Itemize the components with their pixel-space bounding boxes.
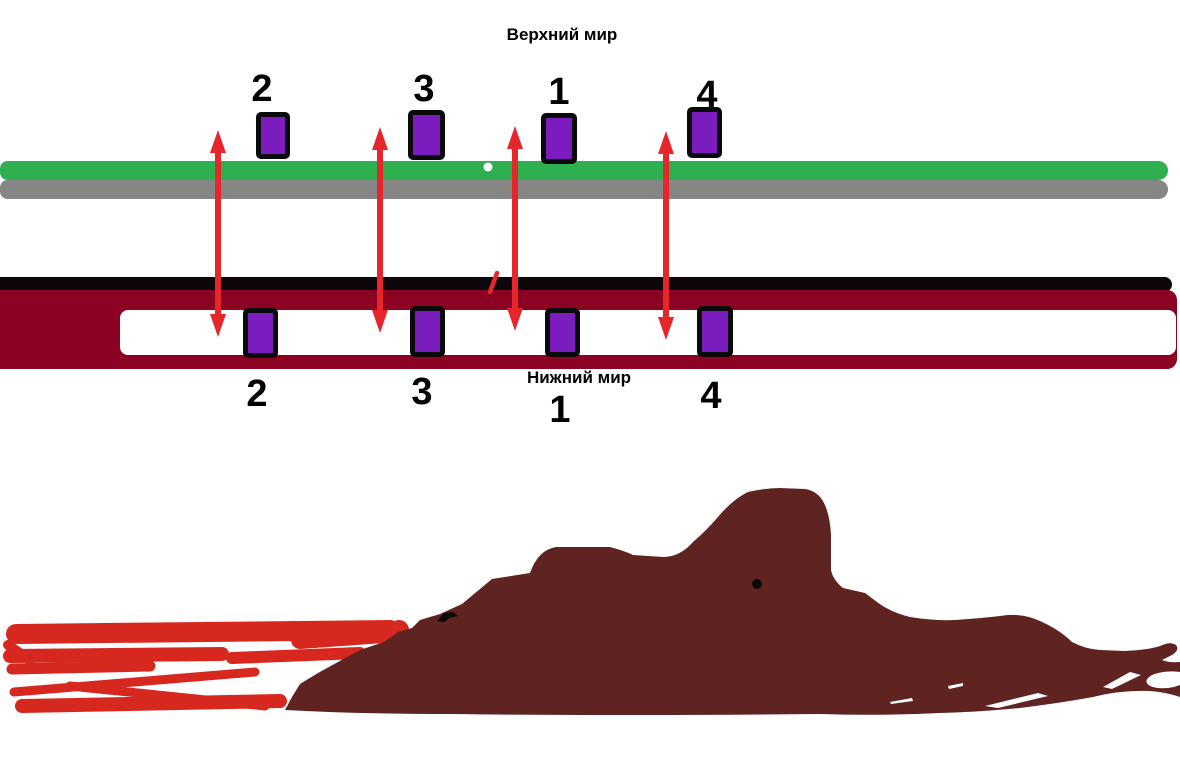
lower-portal-label-1: 1	[549, 389, 571, 431]
upper-portal-2	[256, 112, 290, 159]
lower-portal-label-2: 2	[246, 373, 268, 415]
terrain-blob	[285, 488, 1180, 715]
nether-white-platform	[120, 310, 1176, 355]
lower-portal-4	[697, 306, 733, 357]
black-smudge	[437, 612, 458, 622]
upper-portal-label-1: 1	[548, 71, 570, 113]
lower-portal-1	[545, 308, 580, 357]
lower-portal-label-4: 4	[700, 375, 722, 417]
upper-portal-label-4: 4	[696, 74, 718, 116]
upper-portal-1	[541, 113, 577, 164]
overworld-green-platform	[0, 161, 1168, 180]
lower-portal-3	[410, 306, 445, 357]
lower-portal-2	[243, 308, 278, 358]
upper-portal-3	[408, 110, 445, 160]
upper-world-title: Верхний мир	[506, 25, 618, 44]
upper-portal-label-2: 2	[251, 68, 273, 110]
lower-world-title: Нижний мир	[526, 368, 632, 387]
lower-portal-label-3: 3	[411, 371, 433, 413]
nether-roof-band	[0, 277, 1172, 292]
black-dot-marker	[752, 579, 762, 589]
terrain-slits	[890, 672, 1141, 708]
upper-portal-label-3: 3	[413, 68, 435, 110]
lava-scribble	[3, 620, 409, 713]
overworld-gray-platform	[0, 180, 1168, 199]
upper-portal-4	[687, 107, 722, 158]
